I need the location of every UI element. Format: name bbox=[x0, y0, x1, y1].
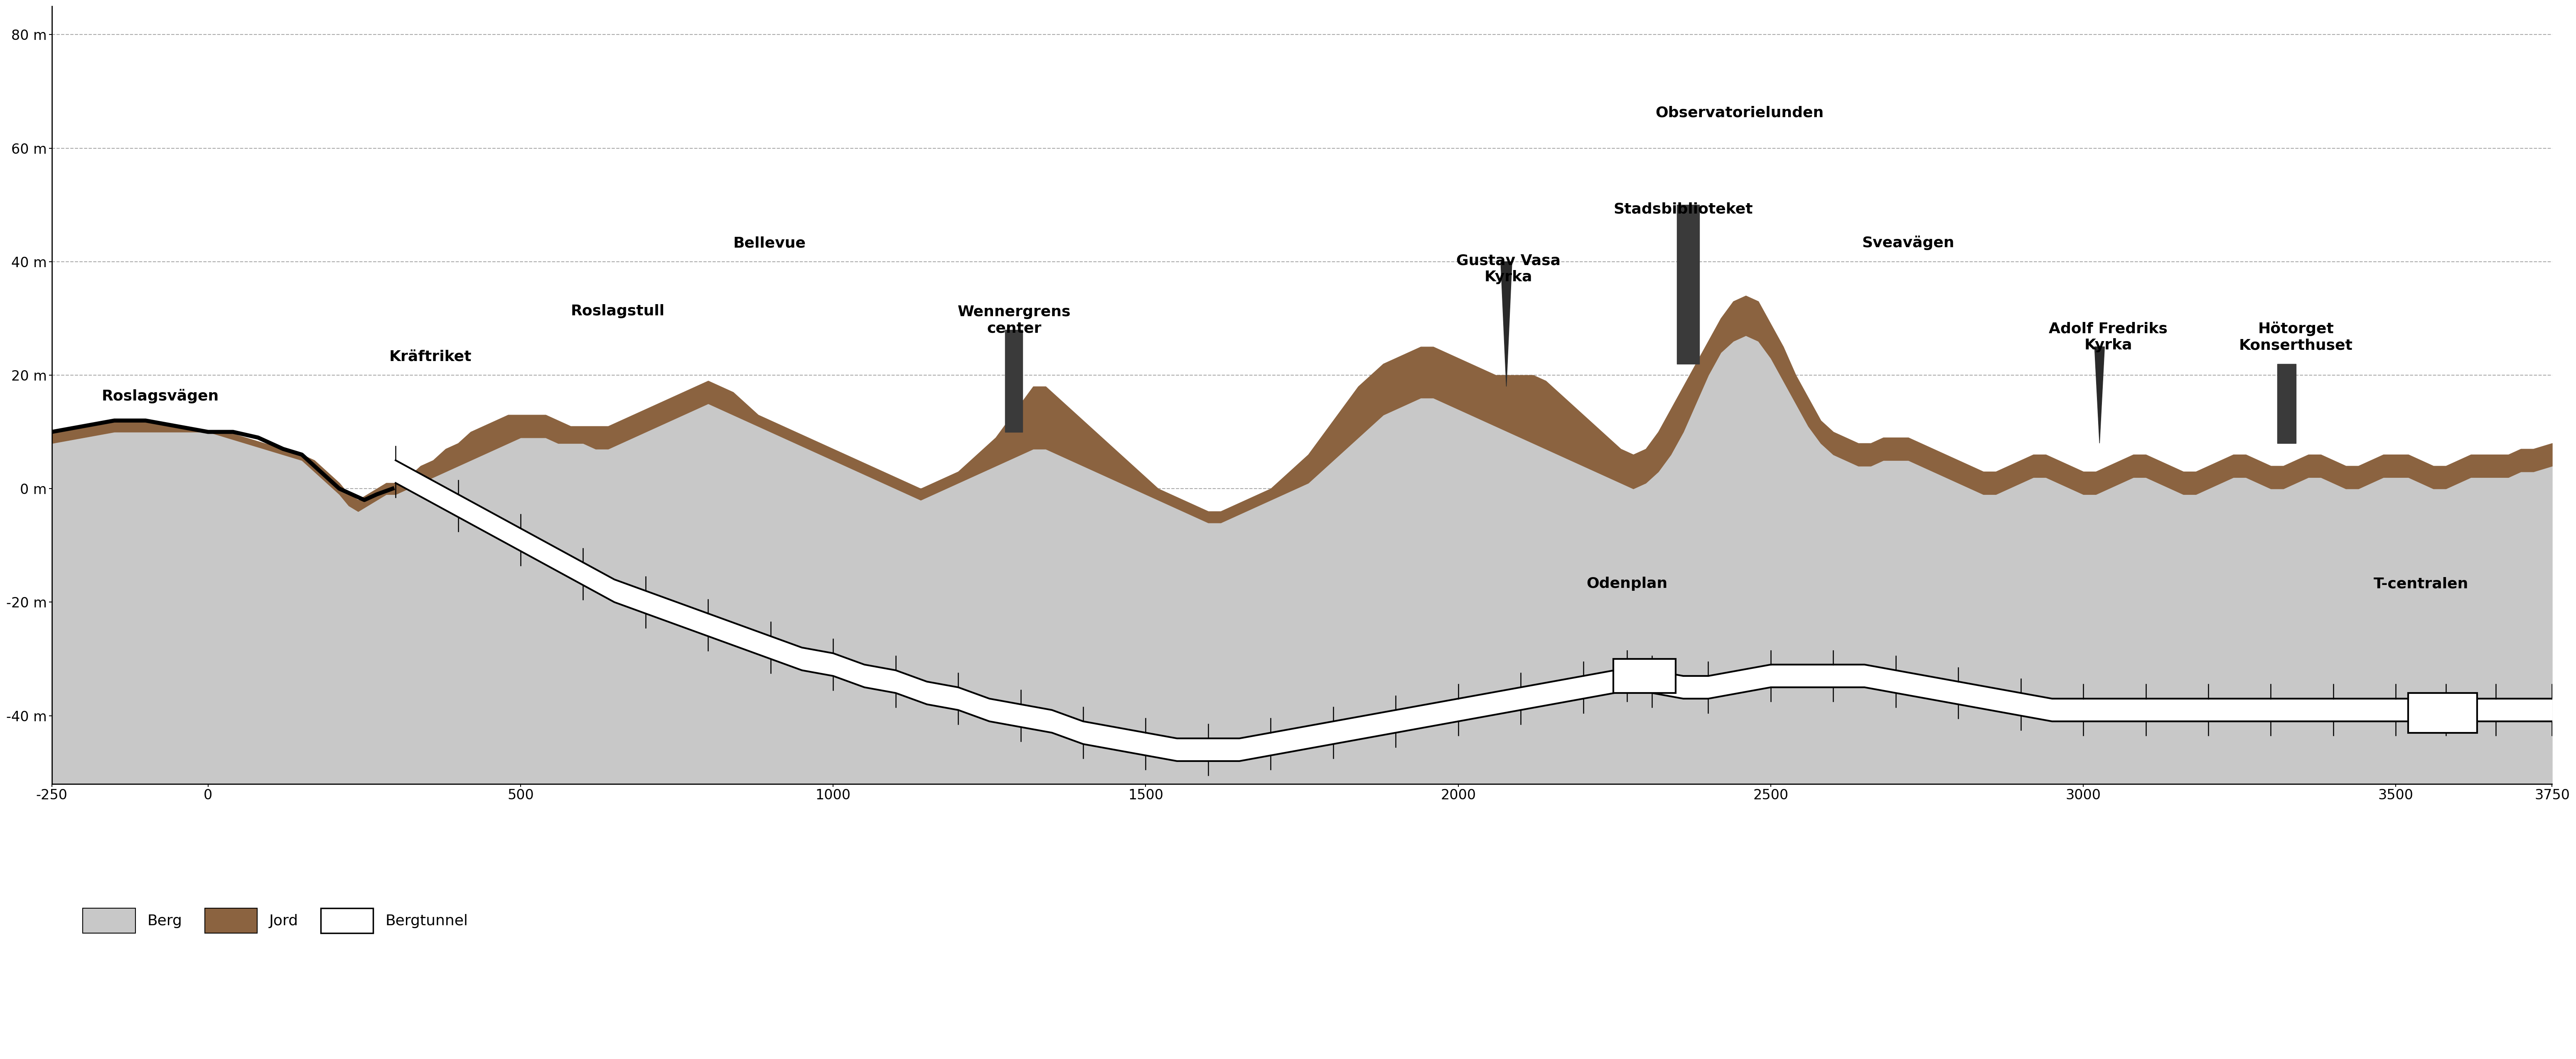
Text: Wennergrens
center: Wennergrens center bbox=[958, 305, 1072, 336]
Text: Kräftriket: Kräftriket bbox=[389, 349, 471, 364]
Bar bbox=[1677, 204, 1700, 364]
Text: Gustav Vasa
Kyrka: Gustav Vasa Kyrka bbox=[1455, 254, 1561, 284]
Polygon shape bbox=[1502, 262, 1512, 387]
Legend: Berg, Jord, Bergtunnel: Berg, Jord, Bergtunnel bbox=[77, 902, 474, 939]
Bar bbox=[2409, 693, 2478, 733]
Bar bbox=[1613, 659, 1677, 693]
Text: Adolf Fredriks
Kyrka: Adolf Fredriks Kyrka bbox=[2048, 322, 2166, 353]
Text: Bellevue: Bellevue bbox=[734, 236, 806, 250]
Text: Odenplan: Odenplan bbox=[1587, 577, 1667, 591]
Text: Roslagstull: Roslagstull bbox=[572, 304, 665, 319]
Text: Sveavägen: Sveavägen bbox=[1862, 236, 1955, 250]
Text: Hötorget
Konserthuset: Hötorget Konserthuset bbox=[2239, 322, 2352, 353]
Text: T-centralen: T-centralen bbox=[2372, 577, 2468, 591]
Text: Stadsbiblioteket: Stadsbiblioteket bbox=[1613, 202, 1754, 216]
Text: Roslagsvägen: Roslagsvägen bbox=[103, 389, 219, 403]
Bar bbox=[1005, 329, 1023, 432]
Polygon shape bbox=[2094, 346, 2105, 444]
Text: Observatorielunden: Observatorielunden bbox=[1656, 106, 1824, 120]
Bar bbox=[2277, 364, 2295, 444]
